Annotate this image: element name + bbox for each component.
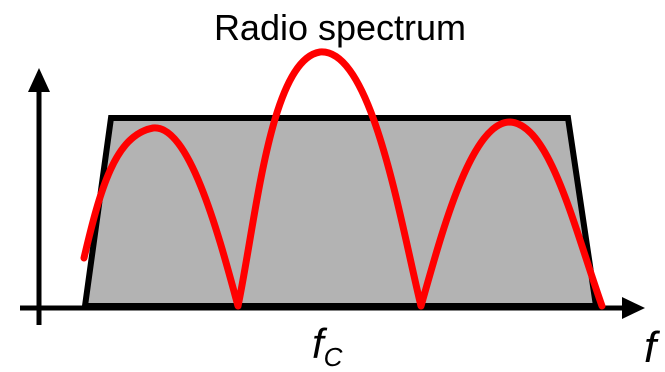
- center-frequency-subscript: C: [324, 342, 343, 372]
- spectrum-curve: [80, 48, 606, 310]
- center-frequency-label: fC: [312, 320, 343, 372]
- frequency-axis-label: f: [644, 323, 661, 372]
- spectral-band: [81, 115, 600, 309]
- amplitude-axis-arrowhead: [28, 68, 50, 92]
- diagram-title: Radio spectrum: [214, 7, 466, 48]
- frequency-axis-arrowhead: [622, 297, 645, 319]
